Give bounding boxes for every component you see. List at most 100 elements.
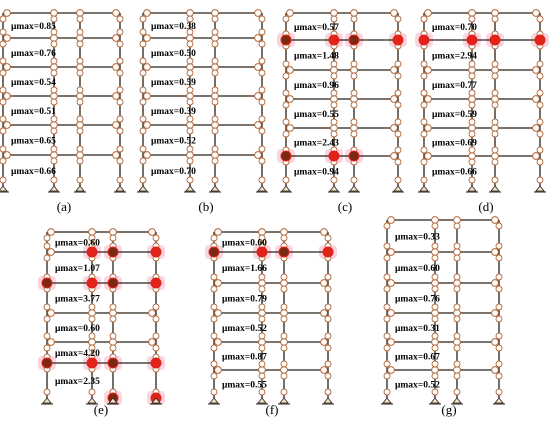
storey-ductility-label: μmax=2.43 [294, 139, 339, 149]
plastic-hinge-open [431, 332, 439, 340]
plastic-hinge-open [536, 60, 544, 68]
support-icon [490, 185, 500, 192]
plastic-hinge-open [76, 176, 84, 184]
plastic-hinge-open [258, 360, 266, 368]
storey-ductility-label: μmax=0.51 [11, 107, 56, 117]
plastic-hinge-open [468, 124, 476, 132]
plastic-hinge-open [383, 242, 391, 250]
plastic-hinge-open [383, 332, 391, 340]
plastic-hinge-open [43, 332, 51, 340]
plastic-hinge-open [112, 63, 120, 71]
plastic-hinge-open [495, 372, 503, 380]
plastic-hinge-open [116, 40, 124, 48]
plastic-hinge-open [468, 72, 476, 80]
plastic-hinge-yielded [418, 34, 430, 46]
plastic-hinge-open [324, 360, 332, 368]
support-icon [393, 185, 403, 192]
plastic-hinge-open [387, 309, 395, 317]
storey-ductility-label: μmax=0.31 [395, 324, 440, 334]
plastic-hinge-open [282, 118, 290, 126]
plastic-hinge-open [468, 176, 476, 184]
plastic-hinge-open [258, 315, 266, 323]
plastic-hinge-open [350, 95, 358, 103]
plastic-hinge-open [258, 234, 266, 242]
plastic-hinge-open [330, 66, 338, 74]
plastic-hinge-open [211, 15, 219, 23]
plastic-hinge-open [320, 279, 328, 287]
plastic-hinge-open [186, 98, 194, 106]
plastic-hinge-open [211, 127, 219, 135]
plastic-hinge-open [324, 315, 332, 323]
storey-ductility-label: μmax=0.70 [432, 23, 477, 33]
support-icon [323, 397, 333, 404]
plastic-hinge-open [186, 63, 194, 71]
plastic-hinge-open [76, 15, 84, 23]
plastic-hinge-open [139, 115, 147, 123]
plastic-hinge-open [387, 279, 395, 287]
plastic-hinge-open [43, 315, 51, 323]
plastic-hinge-open [453, 273, 461, 281]
storey-ductility-label: μmax=0.85 [11, 22, 56, 32]
storey-ductility-label: μmax=0.70 [151, 167, 196, 177]
plastic-hinge-open [420, 118, 428, 126]
plastic-hinge-open [424, 66, 432, 74]
plastic-hinge-open [186, 176, 194, 184]
plastic-hinge-yielded [107, 246, 119, 258]
plastic-hinge-open [468, 158, 476, 166]
plastic-hinge-open [0, 15, 7, 23]
plastic-hinge-open [286, 124, 294, 132]
plastic-hinge-open [186, 34, 194, 42]
plastic-hinge-open [491, 338, 499, 346]
plastic-hinge-yielded [322, 246, 334, 258]
plastic-hinge-open [258, 344, 266, 352]
plastic-hinge-open [324, 285, 332, 293]
plastic-hinge-open [394, 15, 402, 23]
support-icon [210, 185, 220, 192]
plastic-hinge-open [431, 303, 439, 311]
plastic-hinge-open [109, 303, 117, 311]
storey-ductility-label: μmax=0.76 [11, 49, 56, 59]
plastic-hinge-open [280, 315, 288, 323]
plastic-hinge-open [453, 254, 461, 262]
plastic-hinge-open [116, 98, 124, 106]
plastic-hinge-open [50, 98, 58, 106]
plastic-hinge-open [383, 273, 391, 281]
support-icon [279, 397, 289, 404]
plastic-hinge-open [280, 303, 288, 311]
plastic-hinge-open [495, 254, 503, 262]
plastic-hinge-open [431, 242, 439, 250]
plastic-hinge-open [258, 145, 266, 153]
plastic-hinge-open [453, 279, 461, 287]
storey-ductility-label: μmax=0.57 [294, 23, 339, 33]
plastic-hinge-open [330, 124, 338, 132]
plastic-hinge-open [258, 86, 266, 94]
storey-ductility-label: μmax=0.39 [151, 107, 196, 117]
plastic-hinge-open [210, 285, 218, 293]
support-icon [49, 185, 59, 192]
plastic-hinge-open [76, 9, 84, 17]
plastic-hinge-open [424, 9, 432, 17]
plastic-hinge-open [468, 89, 476, 97]
plastic-hinge-open [383, 303, 391, 311]
storey-ductility-label: μmax=1.48 [294, 52, 339, 62]
plastic-hinge-open [387, 366, 395, 374]
plastic-hinge-open [468, 130, 476, 138]
plastic-hinge-open [491, 95, 499, 103]
plastic-hinge-open [88, 309, 96, 317]
plastic-hinge-open [116, 15, 124, 23]
plastic-hinge-open [394, 176, 402, 184]
support-icon [452, 397, 462, 404]
panel-caption: (b) [198, 199, 213, 214]
plastic-hinge-open [211, 40, 219, 48]
plastic-hinge-open [186, 121, 194, 129]
plastic-hinge-open [211, 115, 219, 123]
plastic-hinge-open [491, 118, 499, 126]
plastic-hinge-open [76, 145, 84, 153]
plastic-hinge-open [394, 146, 402, 154]
plastic-hinge-open [468, 9, 476, 17]
plastic-hinge-open [210, 315, 218, 323]
storey-ductility-label: μmax=0.79 [222, 295, 267, 305]
plastic-hinge-open [491, 309, 499, 317]
plastic-hinge-open [210, 332, 218, 340]
